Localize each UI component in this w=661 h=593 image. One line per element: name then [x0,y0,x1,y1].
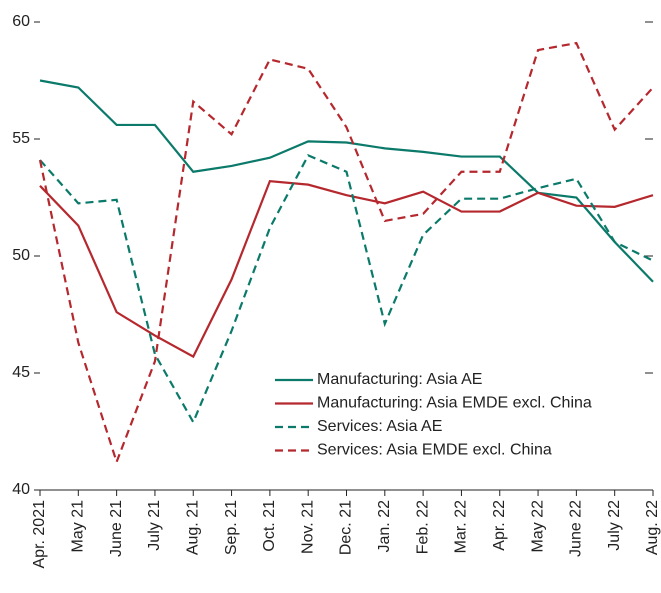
legend-label: Manufacturing: Asia EMDE excl. China [317,395,592,412]
x-tick-label: July 21 [146,500,163,551]
legend-label: Manufacturing: Asia AE [317,371,482,388]
series-line [38,41,654,466]
x-tick-label: Jan. 22 [376,500,393,553]
x-tick-label: May 21 [70,500,87,553]
x-tick-label: Apr. 2021 [31,500,48,569]
x-tick-label: Feb. 22 [414,500,431,554]
series-line [39,179,654,359]
x-tick-label: Nov. 21 [299,500,316,554]
y-tick-label: 60 [12,13,30,30]
legend-label: Services: Asia EMDE excl. China [317,442,552,459]
series-line [39,153,654,425]
x-tick-label: July 22 [606,500,623,551]
x-tick-label: Mar. 22 [453,500,470,553]
x-tick-label: Apr. 22 [491,500,508,551]
x-tick-label: June 21 [108,500,125,557]
legend-label: Services: Asia AE [317,418,442,435]
x-tick-label: Aug. 22 [644,500,661,555]
y-tick-label: 45 [12,364,30,381]
x-tick-label: Oct. 21 [261,500,278,552]
x-tick-label: June 22 [568,500,585,557]
x-tick-label: May 22 [529,500,546,553]
y-tick-label: 40 [12,481,30,498]
y-tick-label: 55 [12,130,30,147]
y-tick-label: 50 [12,247,30,264]
x-tick-label: Dec. 21 [338,500,355,555]
x-tick-label: Aug. 21 [184,500,201,555]
series-line [39,79,654,283]
x-tick-label: Sep. 21 [223,500,240,555]
